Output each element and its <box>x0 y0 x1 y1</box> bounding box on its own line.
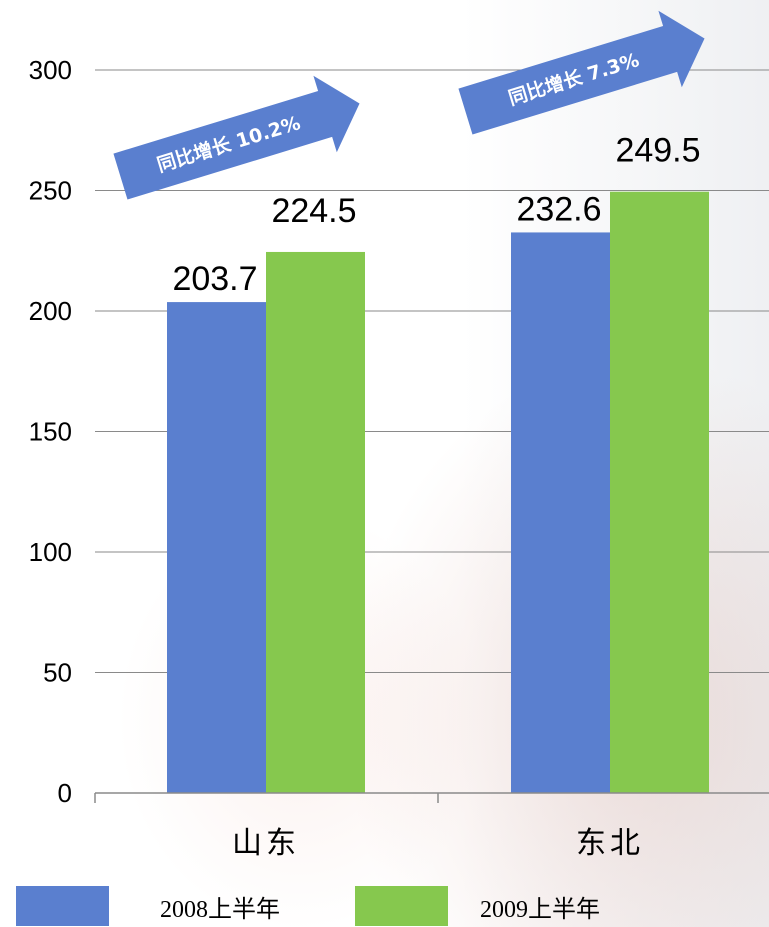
legend-swatch <box>16 886 109 926</box>
bar-series1 <box>511 232 610 793</box>
y-tick-label: 0 <box>58 778 72 808</box>
data-label: 232.6 <box>516 190 601 228</box>
bar-series1 <box>167 302 266 793</box>
data-label: 203.7 <box>172 260 257 298</box>
growth-arrow: 同比增长 7.3% <box>458 10 705 135</box>
legend-label: 2008上半年 <box>160 896 280 923</box>
y-tick-label: 50 <box>43 658 72 688</box>
growth-arrows: 同比增长 10.2%同比增长 7.3% <box>113 10 705 200</box>
bar-series2 <box>610 191 709 793</box>
category-label: 东北 <box>576 826 644 861</box>
arrow-shape <box>113 75 360 200</box>
legend: 2008上半年 2009上半年 <box>16 886 600 926</box>
category-label: 山东 <box>232 826 300 861</box>
y-axis-ticks: 0 50 100 150 200 250 300 <box>29 55 72 808</box>
bars <box>167 191 709 793</box>
x-axis: 山东 东北 <box>94 792 769 861</box>
y-tick-label: 250 <box>29 176 72 206</box>
y-tick-label: 200 <box>29 296 72 326</box>
arrow-shape <box>458 10 705 135</box>
y-tick-label: 150 <box>29 417 72 447</box>
y-tick-label: 100 <box>29 537 72 567</box>
data-labels: 203.7 224.5 232.6 249.5 <box>172 132 700 298</box>
legend-swatch <box>355 886 448 926</box>
y-tick-label: 300 <box>29 55 72 85</box>
legend-label: 2009上半年 <box>480 896 600 923</box>
data-label: 249.5 <box>615 132 700 170</box>
data-label: 224.5 <box>271 192 356 230</box>
bar-series2 <box>266 251 365 793</box>
